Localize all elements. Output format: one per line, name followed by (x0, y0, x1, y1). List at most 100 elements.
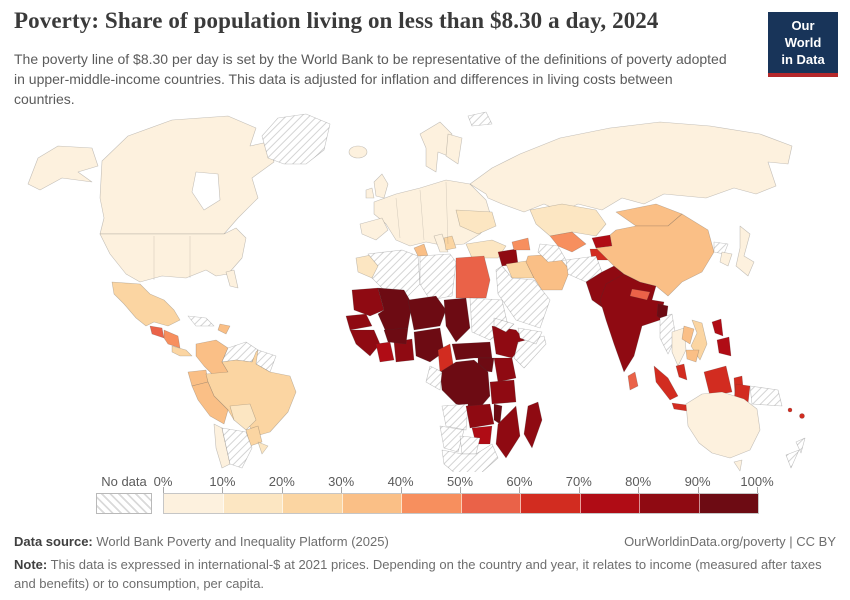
legend-band[interactable] (699, 494, 758, 513)
legend-band[interactable] (521, 494, 581, 513)
region-balkans[interactable] (443, 235, 457, 251)
country-eritrea[interactable] (493, 317, 515, 333)
country-niger[interactable] (407, 295, 447, 331)
country-kazakhstan[interactable] (529, 203, 607, 237)
country-laos[interactable] (681, 325, 695, 345)
country-ukraine[interactable] (455, 209, 497, 235)
legend-band[interactable] (402, 494, 462, 513)
region-iberia[interactable] (359, 217, 389, 241)
country-vanuatu[interactable] (787, 407, 793, 413)
country-nigeria[interactable] (413, 327, 445, 363)
country-south-korea[interactable] (719, 251, 733, 267)
country-angola[interactable] (441, 403, 469, 431)
country-russia[interactable] (469, 121, 793, 213)
legend-tick-label: 70% (565, 474, 592, 489)
country-kyrgyzstan[interactable] (591, 234, 613, 249)
country-fiji[interactable] (799, 413, 805, 419)
country-saudi-arabia[interactable] (495, 265, 551, 329)
region-car-south-sudan[interactable] (451, 341, 493, 361)
country-norway-sweden[interactable] (419, 121, 453, 173)
owid-link[interactable]: OurWorldinData.org/poverty | CC BY (624, 534, 836, 549)
country-philippines-north[interactable] (711, 318, 724, 337)
country-peru[interactable] (191, 381, 229, 425)
legend-band[interactable] (342, 494, 402, 513)
legend-band[interactable] (640, 494, 700, 513)
country-ireland[interactable] (365, 187, 375, 199)
country-finland[interactable] (445, 133, 463, 165)
country-zambia[interactable] (465, 403, 495, 429)
country-argentina[interactable] (221, 427, 253, 469)
country-svalbard[interactable] (467, 111, 493, 127)
country-uk[interactable] (373, 173, 389, 199)
country-sri-lanka[interactable] (627, 371, 639, 391)
country-nepal[interactable] (629, 288, 651, 301)
legend-band[interactable] (461, 494, 521, 513)
country-hispaniola[interactable] (217, 323, 231, 335)
country-madagascar[interactable] (523, 401, 543, 449)
country-guatemala[interactable] (149, 325, 165, 339)
country-papua-new-guinea[interactable] (749, 385, 783, 407)
country-tanzania[interactable] (489, 379, 517, 405)
country-libya[interactable] (419, 253, 457, 301)
legend-band[interactable] (283, 494, 343, 513)
country-japan[interactable] (735, 225, 755, 277)
country-north-korea[interactable] (713, 241, 729, 255)
country-tasmania[interactable] (733, 459, 743, 472)
country-cambodia[interactable] (685, 349, 700, 363)
country-usa-florida[interactable] (225, 269, 239, 289)
legend-tick-mark (519, 487, 521, 493)
country-new-zealand-south[interactable] (785, 449, 800, 469)
country-mauritania[interactable] (351, 287, 385, 317)
legend-color-bar (163, 493, 759, 514)
legend: No data 0% 10% 20% 30% 40% 50% 60% 70% 80% 90% 100… (0, 472, 850, 520)
country-mozambique[interactable] (495, 405, 521, 459)
country-uzbekistan[interactable] (549, 231, 587, 253)
country-indonesia-sumatra[interactable] (653, 365, 679, 401)
country-uruguay[interactable] (257, 441, 269, 455)
country-new-zealand-north[interactable] (795, 437, 806, 454)
country-south-africa[interactable] (441, 443, 499, 472)
country-tunisia[interactable] (413, 243, 429, 257)
country-costarica-panama[interactable] (171, 345, 193, 357)
region-gabon-congo[interactable] (425, 365, 443, 391)
country-honduras-nicaragua[interactable] (163, 329, 181, 349)
legend-band[interactable] (223, 494, 283, 513)
legend-band[interactable] (164, 494, 224, 513)
country-kenya[interactable] (493, 357, 517, 383)
page-title: Poverty: Share of population living on l… (14, 8, 659, 33)
legend-no-data-swatch[interactable] (96, 493, 152, 514)
country-mexico[interactable] (111, 281, 181, 327)
country-cuba[interactable] (187, 315, 215, 327)
country-chad[interactable] (443, 297, 471, 343)
country-usa[interactable] (99, 227, 247, 283)
country-senegal[interactable] (345, 313, 373, 331)
region-caucasus[interactable] (511, 237, 531, 251)
country-iceland[interactable] (348, 145, 368, 159)
country-philippines-south[interactable] (716, 336, 732, 357)
country-guinea[interactable] (349, 329, 381, 357)
country-italy[interactable] (433, 233, 449, 253)
country-cote-divoire[interactable] (375, 341, 395, 363)
country-greenland[interactable] (261, 113, 331, 165)
country-australia[interactable] (685, 391, 761, 459)
country-drc[interactable] (439, 359, 491, 411)
country-indonesia-borneo[interactable] (703, 365, 733, 397)
legend-tick-mark (697, 487, 699, 493)
country-namibia[interactable] (439, 425, 465, 453)
country-burkina-faso[interactable] (383, 327, 409, 345)
region-europe-mainland[interactable] (373, 179, 493, 247)
country-turkmenistan[interactable] (537, 243, 567, 263)
country-china[interactable] (595, 213, 715, 297)
country-malaysia[interactable] (675, 363, 688, 381)
country-india[interactable] (599, 273, 665, 373)
country-usa-alaska[interactable] (27, 145, 99, 191)
country-egypt[interactable] (455, 255, 491, 299)
country-bolivia[interactable] (229, 403, 257, 431)
country-botswana[interactable] (459, 435, 481, 455)
country-somalia[interactable] (513, 335, 547, 369)
owid-logo[interactable]: Our World in Data (768, 12, 838, 77)
country-venezuela[interactable] (221, 341, 259, 363)
country-canada[interactable] (99, 115, 275, 235)
region-yemen-oman[interactable] (517, 327, 543, 345)
legend-band[interactable] (580, 494, 640, 513)
